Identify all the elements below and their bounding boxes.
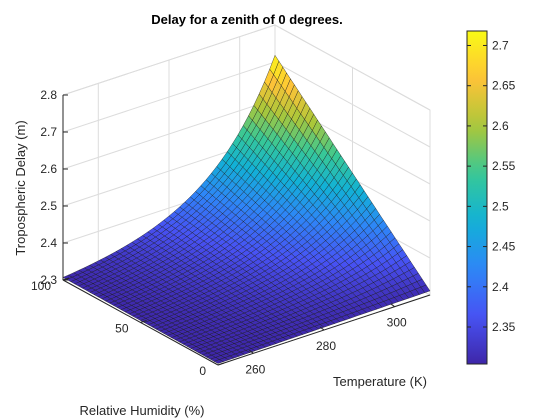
x-tick: [319, 326, 325, 331]
surface-plot: [62, 54, 431, 364]
y-tick-label: 50: [115, 322, 129, 336]
colorbar-tick-label: 2.5: [492, 199, 509, 213]
y-tick-label: 100: [31, 279, 51, 293]
y-tick-label: 0: [199, 364, 206, 378]
colorbar: 2.35 2.4 2.45 2.5 2.55 2.6 2.65 2.7: [466, 30, 516, 365]
surface-patch: [213, 359, 224, 364]
x-tick-label: 300: [387, 316, 407, 330]
y-tick: [62, 277, 70, 281]
colorbar-tick-label: 2.35: [492, 320, 516, 334]
z-gridline: [62, 24, 431, 111]
axis-labels: 2.3 2.4 2.5 2.6 2.7 2.8 0 50 100 260 280 300: [31, 88, 431, 378]
x-axis-label: Temperature (K): [333, 374, 427, 389]
x-tick-label: 280: [316, 339, 336, 353]
colorbar-tick-label: 2.55: [492, 159, 516, 173]
z-tick-label: 2.4: [40, 236, 57, 250]
chart-title: Delay for a zenith of 0 degrees.: [151, 12, 342, 27]
x-tick-label: 260: [245, 362, 265, 376]
x-tick: [390, 303, 395, 308]
colorbar-tick-label: 2.65: [492, 79, 516, 93]
y-axis-label: Relative Humidity (%): [80, 403, 205, 418]
z-tick-label: 2.8: [40, 88, 57, 102]
x-tick: [249, 349, 254, 354]
colorbar-tick-label: 2.6: [492, 119, 509, 133]
z-tick-label: 2.5: [40, 199, 57, 213]
colorbar-tick-label: 2.7: [492, 38, 509, 52]
z-tick-label: 2.7: [40, 125, 57, 139]
z-tick-label: 2.6: [40, 162, 57, 176]
z-tick-label: 2.3: [40, 273, 57, 287]
colorbar-tick-label: 2.4: [492, 280, 509, 294]
z-axis-label: Tropospheric Delay (m): [13, 120, 28, 255]
y-tick: [140, 320, 147, 323]
colorbar-bar: [466, 30, 488, 365]
colorbar-tick-label: 2.45: [492, 240, 516, 254]
